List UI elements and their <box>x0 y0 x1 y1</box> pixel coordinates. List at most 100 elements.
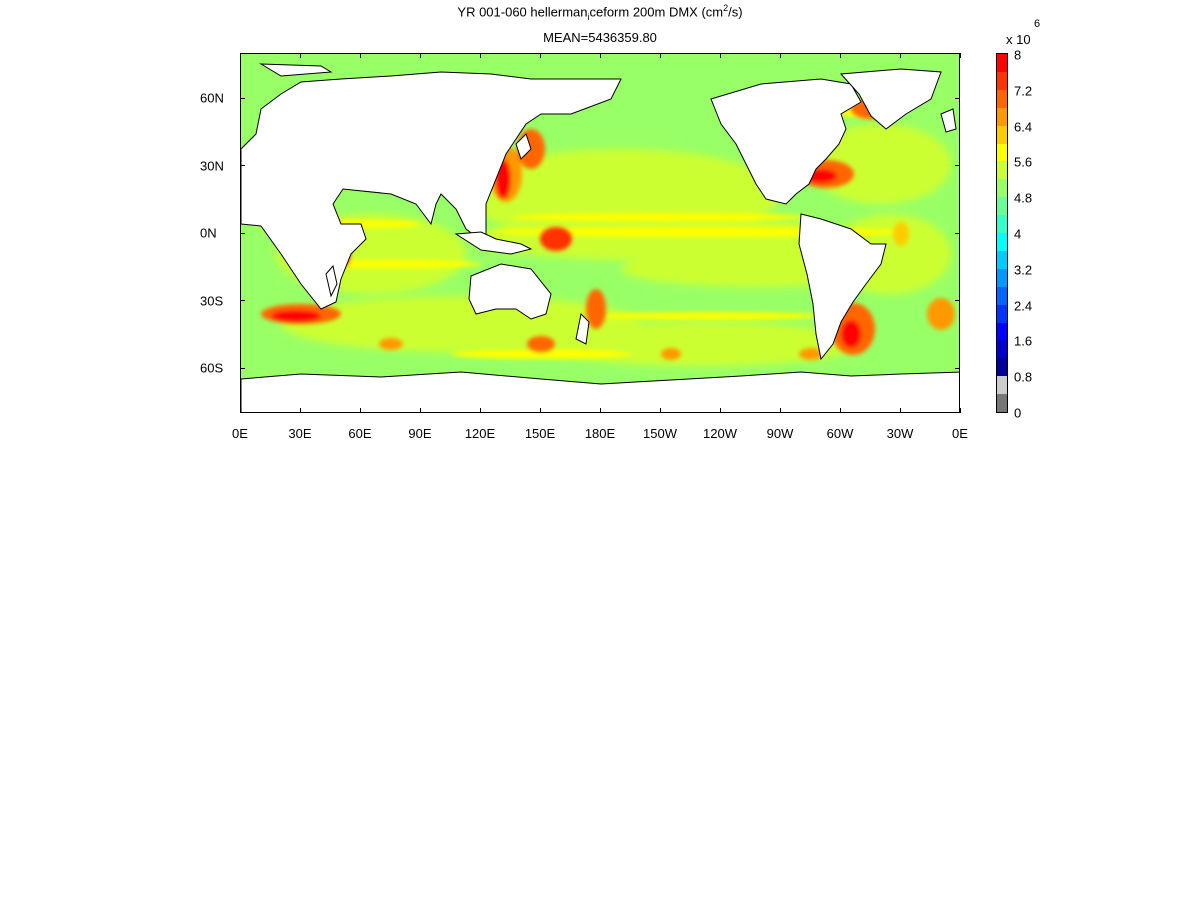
x-tick-mark <box>299 53 301 58</box>
y-tick-mark <box>955 232 960 234</box>
figure-title: YR 001-060 hellermaniceform 200m DMX (cm… <box>457 3 743 22</box>
y-tick-mark <box>240 300 245 301</box>
y-tick-mark <box>240 97 245 99</box>
map-plot-area <box>240 53 960 413</box>
colorbar-multiplier: x 10 <box>1006 32 1031 47</box>
colorbar-exponent: 6 <box>1034 18 1041 30</box>
indonesia-landmass <box>454 231 533 255</box>
x-tick-label: 60W <box>826 426 854 441</box>
japan-island <box>515 133 532 160</box>
x-tick-label: 150E <box>524 426 556 441</box>
x-tick-mark <box>599 53 601 58</box>
colorbar-segment <box>997 179 1007 198</box>
x-tick-mark <box>359 408 361 413</box>
y-tick-mark <box>955 97 960 99</box>
antarctica-landmass <box>241 371 959 412</box>
x-tick-mark <box>599 408 601 413</box>
colorbar-segment <box>997 197 1007 216</box>
y-tick-mark <box>240 367 245 369</box>
colorbar-tick-label: 4 <box>1014 226 1022 242</box>
colorbar-segment <box>997 89 1007 109</box>
colorbar-segment <box>997 286 1007 306</box>
x-tick-mark <box>779 408 781 413</box>
colorbar-tick-label: 5.6 <box>1014 154 1033 170</box>
x-tick-mark <box>959 53 961 58</box>
y-tick-label: 60S <box>200 360 224 376</box>
y-tick-mark <box>955 165 960 166</box>
colorbar-tick-label: 3.2 <box>1014 262 1033 278</box>
y-tick-label: 30S <box>200 293 224 308</box>
colorbar-segment <box>997 161 1007 180</box>
x-tick-label: 120E <box>464 426 496 441</box>
x-tick-mark <box>779 53 781 58</box>
x-tick-label: 60E <box>348 426 372 441</box>
africa-eurasia-landmass <box>241 71 622 310</box>
colorbar-tick-label: 4.8 <box>1014 190 1033 206</box>
south-america-landmass <box>798 213 887 361</box>
x-tick-mark <box>959 408 961 413</box>
x-tick-mark <box>539 408 541 413</box>
x-tick-label: 0E <box>232 426 248 441</box>
colorbar-segment <box>997 143 1007 162</box>
colorbar-segment <box>997 125 1007 144</box>
colorbar-tick-label: 0.8 <box>1014 369 1033 385</box>
y-tick-mark <box>955 367 960 369</box>
colorbar-segment <box>997 215 1007 234</box>
x-tick-label: 90E <box>408 426 432 441</box>
colorbar-tick-label: 7.2 <box>1014 83 1033 99</box>
mean-value-text: MEAN=5436359.80 <box>543 30 657 45</box>
colorbar-segment <box>997 250 1007 270</box>
colorbar-segment <box>997 394 1007 413</box>
colorbar-tick-label: 2.4 <box>1014 298 1033 314</box>
x-tick-label: 30E <box>288 426 312 441</box>
x-tick-mark <box>719 408 721 413</box>
x-tick-mark <box>479 53 481 58</box>
australia-landmass <box>468 263 552 320</box>
uk-island <box>940 108 957 133</box>
colorbar-segment <box>997 71 1007 91</box>
x-tick-mark <box>239 408 241 413</box>
colorbar-segment <box>997 358 1007 377</box>
x-tick-mark <box>719 53 721 58</box>
x-tick-label: 150W <box>643 426 677 441</box>
colorbar-segment <box>997 376 1007 395</box>
x-tick-mark <box>419 408 421 413</box>
colorbar <box>996 53 1008 413</box>
colorbar-segment <box>997 107 1007 127</box>
x-tick-mark <box>299 408 301 413</box>
y-tick-label: 0N <box>200 225 217 241</box>
colorbar-segment <box>997 268 1007 288</box>
x-tick-mark <box>239 53 241 58</box>
colorbar-segment <box>997 340 1007 359</box>
world-map <box>241 54 959 412</box>
new-zealand-island <box>575 312 590 345</box>
x-tick-mark <box>899 53 901 58</box>
colorbar-segment <box>997 304 1007 323</box>
colorbar-tick-label: 1.6 <box>1014 333 1033 349</box>
arctic-islands <box>259 63 333 77</box>
y-tick-label: 60N <box>200 90 224 106</box>
x-tick-mark <box>839 53 841 58</box>
x-tick-mark <box>359 53 361 58</box>
x-tick-mark <box>659 53 661 58</box>
x-tick-mark <box>899 408 901 413</box>
colorbar-segment <box>997 54 1007 73</box>
colorbar-tick-label: 0 <box>1014 405 1022 421</box>
x-tick-mark <box>539 53 541 58</box>
y-tick-mark <box>240 165 245 166</box>
y-tick-label: 30N <box>200 158 224 173</box>
x-tick-mark <box>839 408 841 413</box>
madagascar-island <box>325 264 338 298</box>
land-masses <box>241 63 959 412</box>
colorbar-segment <box>997 233 1007 252</box>
x-tick-mark <box>479 408 481 413</box>
x-tick-label: 30W <box>886 426 914 441</box>
greenland-landmass <box>839 68 942 130</box>
colorbar-tick-label: 6.4 <box>1014 119 1033 135</box>
colorbar-tick-label: 8 <box>1014 47 1022 63</box>
colorbar-segment <box>997 322 1007 341</box>
x-tick-mark <box>659 408 661 413</box>
x-tick-label: 120W <box>703 426 737 441</box>
x-tick-mark <box>419 53 421 58</box>
y-tick-mark <box>955 300 960 301</box>
